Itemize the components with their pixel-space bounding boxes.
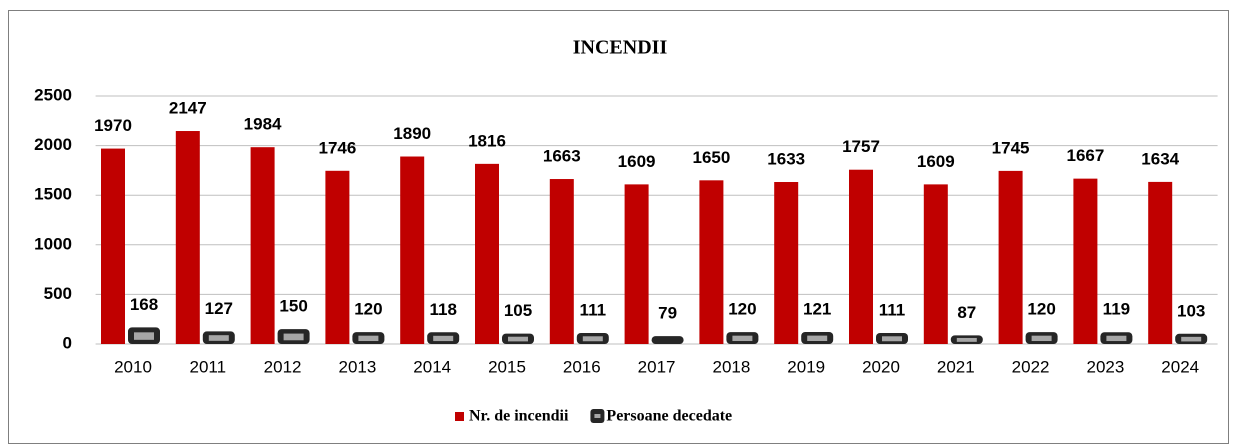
bar bbox=[923, 184, 948, 344]
data-label: 1633 bbox=[767, 149, 805, 168]
bar-inner bbox=[283, 333, 304, 341]
data-label: 2147 bbox=[169, 99, 207, 118]
data-label: 1757 bbox=[842, 137, 880, 156]
bar-inner bbox=[882, 336, 902, 342]
bar bbox=[624, 184, 649, 344]
y-tick-label: 2500 bbox=[34, 85, 72, 104]
data-label: 1634 bbox=[1141, 149, 1179, 168]
bar-inner bbox=[433, 335, 454, 342]
x-tick-label: 2021 bbox=[937, 357, 975, 376]
bar-inner bbox=[358, 335, 379, 342]
data-label: 1746 bbox=[318, 138, 356, 157]
x-tick-label: 2011 bbox=[190, 357, 227, 376]
data-label: 105 bbox=[504, 301, 532, 320]
x-tick-label: 2013 bbox=[338, 357, 376, 376]
x-tick-label: 2016 bbox=[563, 357, 601, 376]
data-label: 1970 bbox=[94, 116, 132, 135]
legend-label: Persoane decedate bbox=[606, 408, 732, 425]
x-tick-label: 2020 bbox=[862, 357, 900, 376]
data-label: 1663 bbox=[543, 147, 581, 166]
data-label: 111 bbox=[580, 300, 607, 319]
data-label: 120 bbox=[728, 300, 756, 319]
bar-inner bbox=[956, 337, 977, 342]
bar-inner bbox=[807, 335, 828, 341]
bar-inner bbox=[1106, 335, 1127, 342]
data-label: 118 bbox=[429, 300, 456, 319]
data-label: 111 bbox=[879, 300, 906, 319]
bar bbox=[549, 179, 574, 344]
bar bbox=[998, 170, 1023, 344]
data-label: 79 bbox=[658, 304, 677, 323]
x-tick-label: 2019 bbox=[787, 357, 825, 376]
bar-inner bbox=[1031, 335, 1052, 342]
bar-inner bbox=[208, 335, 229, 341]
bar-inner bbox=[732, 335, 753, 342]
x-tick-label: 2014 bbox=[413, 357, 451, 376]
y-tick-label: 1500 bbox=[34, 185, 72, 204]
data-label: 120 bbox=[354, 300, 382, 319]
data-label: 1890 bbox=[393, 124, 431, 143]
x-tick-label: 2022 bbox=[1012, 357, 1050, 376]
bar bbox=[849, 169, 873, 344]
bar bbox=[475, 163, 499, 344]
y-tick-label: 2000 bbox=[34, 135, 72, 154]
bar bbox=[699, 180, 724, 344]
x-tick-label: 2024 bbox=[1161, 357, 1199, 376]
data-label: 87 bbox=[957, 303, 976, 322]
data-label: 1609 bbox=[917, 152, 955, 171]
x-tick-label: 2023 bbox=[1086, 357, 1124, 376]
bar-inner bbox=[134, 332, 154, 340]
x-tick-label: 2017 bbox=[638, 357, 676, 376]
y-tick-label: 1000 bbox=[34, 234, 72, 253]
bar bbox=[774, 182, 799, 344]
data-label: 1667 bbox=[1066, 146, 1104, 165]
bar-inner bbox=[508, 336, 528, 342]
legend-swatch bbox=[455, 412, 464, 421]
chart-title: INCENDII bbox=[573, 37, 668, 59]
data-label: 127 bbox=[205, 299, 233, 318]
data-label: 120 bbox=[1027, 300, 1055, 319]
bar bbox=[1148, 181, 1173, 344]
bar-inner bbox=[1181, 336, 1202, 342]
bar bbox=[325, 170, 350, 344]
bar bbox=[400, 156, 425, 344]
data-label: 1816 bbox=[468, 131, 506, 150]
data-label: 168 bbox=[130, 295, 158, 314]
x-tick-label: 2015 bbox=[488, 357, 526, 376]
x-tick-label: 2012 bbox=[264, 357, 302, 376]
chart-frame bbox=[8, 10, 1229, 444]
bar bbox=[651, 336, 684, 344]
bar-inner bbox=[582, 336, 603, 342]
y-tick-label: 0 bbox=[63, 333, 72, 352]
data-label: 150 bbox=[279, 297, 307, 316]
data-label: 121 bbox=[803, 299, 831, 318]
y-tick-label: 500 bbox=[44, 284, 72, 303]
bar bbox=[250, 147, 275, 344]
data-label: 1745 bbox=[992, 138, 1030, 157]
x-tick-label: 2010 bbox=[114, 357, 152, 376]
bar bbox=[101, 148, 125, 344]
data-label: 119 bbox=[1103, 300, 1130, 319]
bar bbox=[1073, 178, 1098, 344]
bar bbox=[175, 131, 200, 344]
data-label: 1609 bbox=[618, 152, 656, 171]
data-label: 1650 bbox=[692, 148, 730, 167]
x-tick-label: 2018 bbox=[712, 357, 750, 376]
legend-label: Nr. de incendii bbox=[469, 408, 569, 425]
data-label: 1984 bbox=[244, 115, 282, 134]
data-label: 103 bbox=[1177, 301, 1205, 320]
legend-swatch-inner bbox=[594, 414, 601, 418]
